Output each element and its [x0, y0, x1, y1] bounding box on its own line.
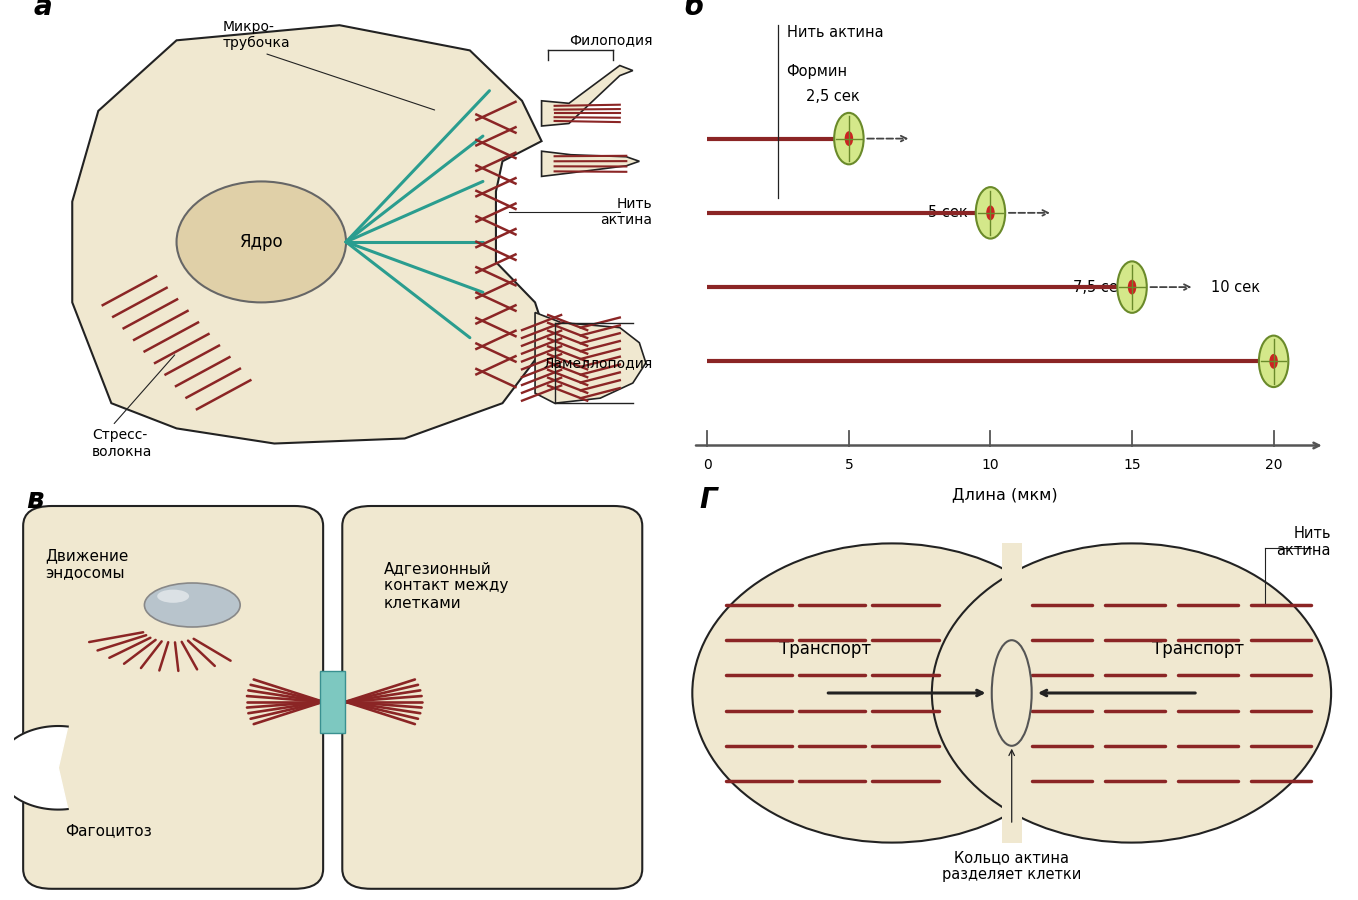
Text: Кольцо актина
разделяет клетки: Кольцо актина разделяет клетки	[942, 850, 1081, 882]
Circle shape	[1118, 261, 1146, 313]
Text: Г: Г	[699, 486, 717, 514]
Text: 10: 10	[982, 458, 999, 472]
Circle shape	[976, 187, 1005, 238]
Text: Ядро: Ядро	[239, 233, 282, 251]
Text: Стресс-
волокна: Стресс- волокна	[92, 355, 175, 459]
Text: Нить
актина: Нить актина	[600, 196, 652, 227]
Text: Фагоцитоз: Фагоцитоз	[65, 824, 151, 838]
Ellipse shape	[158, 590, 189, 603]
Text: 15: 15	[1123, 458, 1141, 472]
Circle shape	[986, 205, 994, 220]
Text: 10 сек: 10 сек	[1211, 280, 1260, 294]
Ellipse shape	[144, 583, 240, 627]
Text: Нить
актина: Нить актина	[1277, 526, 1331, 558]
Text: в: в	[26, 486, 43, 514]
Text: Микро-
трубочка: Микро- трубочка	[223, 20, 435, 110]
Text: Движение
эндосомы: Движение эндосомы	[46, 548, 129, 580]
Text: 2,5 сек: 2,5 сек	[807, 89, 860, 104]
Text: 5: 5	[845, 458, 853, 472]
Text: 20: 20	[1264, 458, 1282, 472]
FancyBboxPatch shape	[320, 671, 345, 733]
Text: Транспорт: Транспорт	[1152, 640, 1244, 658]
Text: Нить актина: Нить актина	[786, 24, 883, 40]
Circle shape	[1259, 336, 1289, 387]
Polygon shape	[542, 66, 633, 126]
Text: Транспорт: Транспорт	[779, 640, 872, 658]
FancyBboxPatch shape	[1002, 544, 1021, 842]
Text: 7,5 сек: 7,5 сек	[1073, 280, 1126, 294]
Polygon shape	[0, 726, 68, 810]
Text: б: б	[684, 0, 703, 21]
Text: 0: 0	[703, 458, 712, 472]
Text: Ламеллоподия: Ламеллоподия	[543, 356, 652, 370]
Text: а: а	[33, 0, 52, 21]
FancyBboxPatch shape	[23, 506, 323, 889]
Ellipse shape	[693, 544, 1092, 842]
PathPatch shape	[72, 25, 549, 444]
Text: 5 сек: 5 сек	[928, 205, 968, 220]
Text: Формин: Формин	[786, 64, 847, 79]
Ellipse shape	[932, 544, 1331, 842]
Circle shape	[1270, 354, 1278, 369]
Polygon shape	[535, 312, 646, 403]
Circle shape	[1127, 280, 1137, 294]
Circle shape	[834, 112, 864, 165]
Circle shape	[845, 131, 853, 146]
Text: Филоподия: Филоподия	[569, 33, 652, 48]
Text: Длина (мкм): Длина (мкм)	[952, 488, 1058, 502]
Ellipse shape	[177, 182, 346, 302]
Polygon shape	[542, 151, 640, 176]
FancyBboxPatch shape	[342, 506, 642, 889]
Text: Адгезионный
контакт между
клетками: Адгезионный контакт между клетками	[384, 561, 508, 611]
